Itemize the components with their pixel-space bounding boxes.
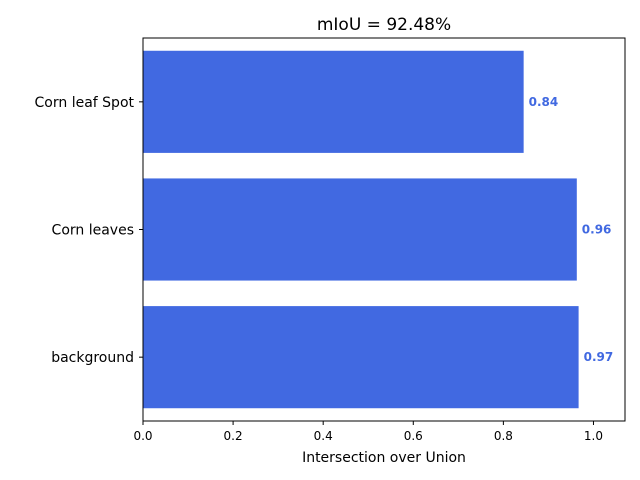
x-tick-label-5: 1.0 [584,429,603,443]
x-tick-label-2: 0.4 [314,429,333,443]
bar-0 [143,50,524,153]
x-tick-label-0: 0.0 [133,429,152,443]
bars-layer [143,50,579,409]
data-label-1: 0.96 [582,223,612,237]
bar-1 [143,178,577,281]
x-axis-ticks: 0.0 0.2 0.4 0.6 0.8 1.0 [133,421,603,443]
x-axis-label: Intersection over Union [302,450,466,466]
data-label-2: 0.97 [584,350,614,364]
x-tick-label-4: 0.8 [494,429,513,443]
data-labels-layer: 0.84 0.96 0.97 [529,95,614,364]
y-tick-label-0: Corn leaf Spot [35,95,135,111]
x-tick-label-1: 0.2 [224,429,243,443]
y-tick-label-1: Corn leaves [52,223,134,239]
y-tick-label-2: background [51,350,134,366]
data-label-0: 0.84 [529,95,559,109]
x-tick-label-3: 0.6 [404,429,423,443]
y-axis-ticks: Corn leaf Spot Corn leaves background [35,95,143,366]
chart-title: mIoU = 92.48% [317,15,451,35]
plot-frame [142,37,626,422]
bar-2 [143,306,579,409]
